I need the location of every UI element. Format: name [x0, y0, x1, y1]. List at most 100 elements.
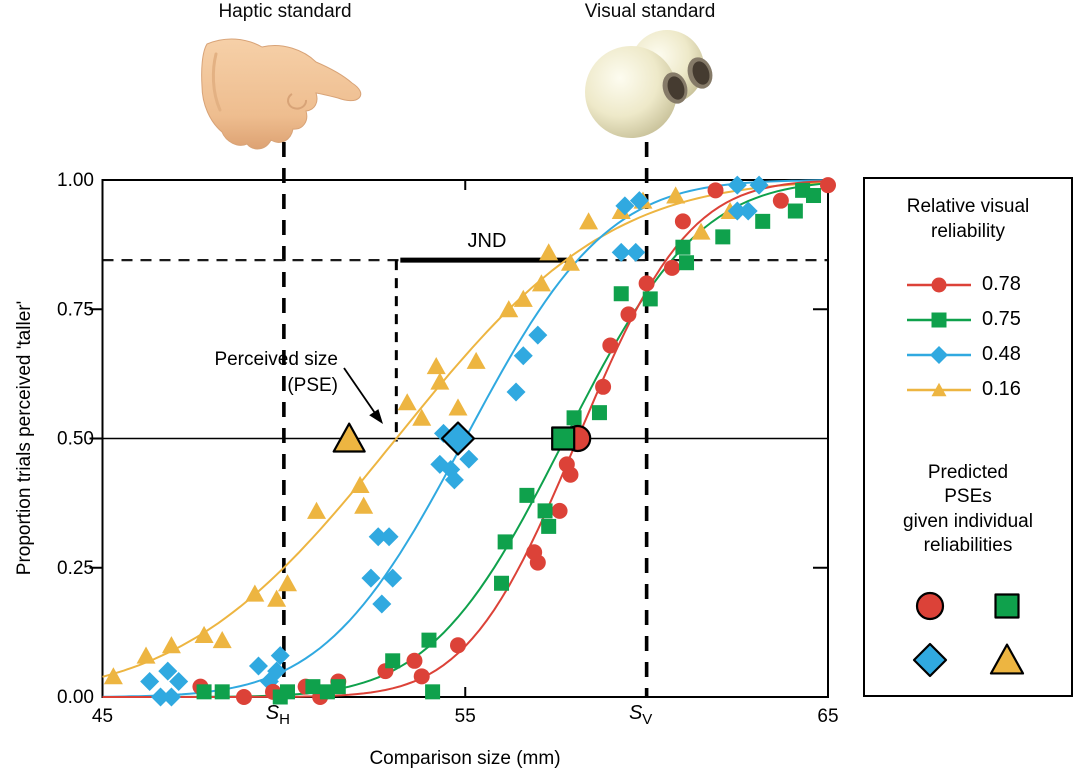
legend-value: 0.16 [982, 378, 1021, 400]
legend-entry: 0.75 [907, 302, 1021, 337]
y-tick-label: 0.25 [57, 558, 94, 579]
predicted-title-line2: PSEs [944, 486, 992, 508]
data-point [379, 527, 399, 547]
data-point [820, 177, 836, 194]
data-point [140, 671, 160, 691]
data-point [425, 684, 441, 700]
data-point [466, 351, 486, 369]
data-point [426, 357, 446, 375]
data-point [715, 229, 731, 245]
data-point [361, 568, 381, 588]
diamond-predicted-icon [912, 642, 947, 678]
data-point [727, 175, 747, 195]
data-point [513, 346, 533, 366]
legend-value: 0.48 [982, 343, 1021, 365]
legend-title-line2: reliability [931, 220, 1005, 242]
data-point [528, 325, 548, 345]
data-point [531, 274, 551, 292]
circle-predicted-icon [915, 591, 944, 621]
legend-value: 0.75 [982, 308, 1021, 330]
square-legend-marker [907, 312, 971, 327]
legend-entry: 0.16 [907, 372, 1021, 407]
data-point [267, 589, 287, 607]
square-predicted-icon [993, 593, 1020, 619]
data-point [566, 410, 582, 426]
predicted-pse-title: Predicted PSEs given individual reliabil… [865, 461, 1071, 558]
data-point [430, 372, 450, 390]
data-point [513, 289, 533, 307]
triangle-predicted-icon [989, 643, 1024, 675]
data-point [330, 679, 346, 695]
data-point [506, 382, 526, 402]
data-point [158, 661, 178, 681]
legend-entry: 0.48 [907, 337, 1021, 372]
legend-title-line1: Relative visual [906, 196, 1030, 217]
y-axis-title: Proportion trials perceived 'taller' [14, 301, 35, 575]
legend-title: Relative visual reliability [865, 195, 1071, 244]
data-point [194, 625, 214, 643]
data-point [755, 213, 771, 229]
predicted-pse-markers [865, 587, 1071, 695]
data-point [629, 191, 649, 211]
data-point [245, 584, 265, 602]
data-point [196, 684, 212, 700]
data-point [642, 291, 658, 307]
predicted-marker-row [865, 587, 1071, 625]
data-point [727, 201, 747, 221]
data-point [280, 684, 296, 700]
legend-value: 0.78 [982, 273, 1021, 295]
data-point [412, 408, 432, 426]
data-point [749, 175, 769, 195]
predicted-title-line1: Predicted [927, 462, 1009, 483]
x-tick-label: 55 [455, 706, 476, 727]
data-point [620, 306, 637, 323]
standard-label: SH [266, 702, 290, 728]
data-point [270, 646, 290, 666]
data-point [448, 398, 468, 416]
data-point [772, 192, 789, 209]
predicted-title-line3: given individual [903, 510, 1033, 532]
data-point [615, 196, 635, 216]
data-point [602, 337, 619, 354]
data-point [413, 668, 430, 685]
data-point [626, 242, 646, 262]
predicted-pse-marker [551, 426, 576, 451]
data-point [406, 652, 423, 669]
data-point [499, 300, 519, 318]
pse-annotation-line2: (PSE) [287, 375, 338, 396]
triangle-legend-marker [907, 382, 971, 396]
data-point [787, 203, 803, 219]
data-point [579, 212, 599, 230]
x-tick-label: 45 [92, 706, 113, 727]
pse-annotation-line1: Perceived size [214, 349, 338, 370]
data-point [161, 687, 181, 707]
predicted-pse-marker [440, 421, 476, 456]
predicted-marker-row [865, 641, 1071, 679]
data-point [151, 687, 171, 707]
data-point [666, 186, 686, 204]
y-tick-label: 0.50 [57, 429, 94, 450]
data-point [267, 661, 287, 681]
data-point [161, 636, 181, 654]
data-point [537, 503, 553, 519]
visual-standard-label: Visual standard [584, 1, 716, 22]
data-point [214, 684, 230, 700]
data-point [449, 637, 466, 654]
y-tick-label: 1.00 [57, 170, 94, 191]
data-point [305, 679, 321, 695]
standard-label: SV [629, 702, 652, 728]
predicted-title-line4: reliabilities [923, 534, 1013, 556]
data-point [444, 470, 464, 490]
data-point [591, 405, 607, 421]
x-tick-label: 65 [817, 706, 838, 727]
legend-entry: 0.78 [907, 267, 1021, 302]
pse-arrow-line [343, 367, 378, 417]
data-point [372, 594, 392, 614]
data-point [497, 534, 513, 550]
data-point [248, 656, 268, 676]
legend-entries: 0.78 0.75 0.48 0.16 [907, 267, 1021, 407]
data-point [560, 253, 580, 271]
data-point [103, 667, 123, 685]
